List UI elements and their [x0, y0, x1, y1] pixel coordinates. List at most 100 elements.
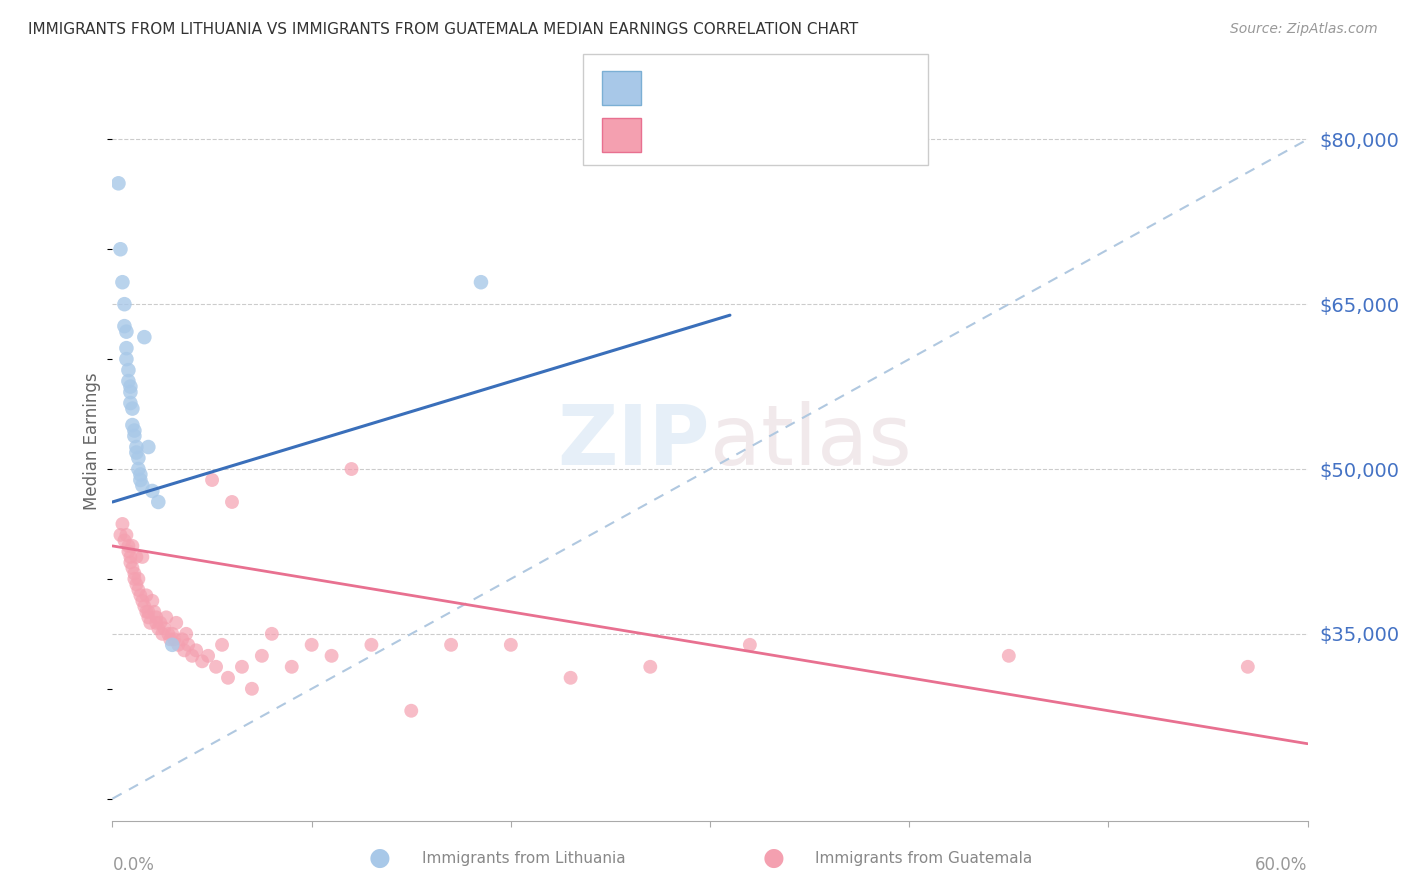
Text: 0.0%: 0.0%	[112, 856, 155, 874]
Point	[173, 643, 195, 657]
Point	[157, 627, 180, 641]
Point	[155, 610, 177, 624]
Point	[250, 648, 273, 663]
Point	[141, 483, 163, 498]
Point	[134, 599, 156, 614]
Point	[181, 648, 204, 663]
Point	[162, 627, 183, 641]
Point	[125, 445, 148, 459]
Point	[115, 325, 138, 339]
Point	[499, 638, 522, 652]
Text: IMMIGRANTS FROM LITHUANIA VS IMMIGRANTS FROM GUATEMALA MEDIAN EARNINGS CORRELATI: IMMIGRANTS FROM LITHUANIA VS IMMIGRANTS …	[28, 22, 859, 37]
Point	[638, 660, 662, 674]
Text: R =  0.182   N = 30: R = 0.182 N = 30	[652, 79, 844, 97]
Point	[149, 615, 172, 630]
Text: ZIP: ZIP	[558, 401, 710, 482]
Point	[110, 242, 132, 256]
Point	[125, 577, 148, 591]
Point	[205, 660, 228, 674]
Point	[139, 615, 162, 630]
Point	[148, 495, 170, 509]
Point	[138, 605, 160, 619]
Point	[211, 638, 233, 652]
Point	[145, 610, 167, 624]
Point	[121, 418, 143, 433]
Point	[340, 462, 363, 476]
Point	[121, 561, 143, 575]
Point	[117, 539, 139, 553]
Text: 60.0%: 60.0%	[1256, 856, 1308, 874]
Text: R = -0.477   N = 70: R = -0.477 N = 70	[652, 126, 844, 144]
Point	[143, 605, 166, 619]
Point	[281, 660, 304, 674]
Text: Immigrants from Lithuania: Immigrants from Lithuania	[422, 851, 626, 865]
Point	[117, 374, 139, 388]
Point	[201, 473, 224, 487]
Point	[153, 621, 176, 635]
Point	[135, 588, 157, 602]
Point	[167, 638, 190, 652]
Point	[115, 528, 138, 542]
Point	[260, 627, 283, 641]
Point	[145, 615, 167, 630]
Point	[470, 275, 492, 289]
Point	[221, 495, 243, 509]
Point	[165, 615, 187, 630]
Point	[1237, 660, 1260, 674]
Point	[120, 549, 142, 564]
Point	[124, 424, 146, 438]
Point	[159, 632, 181, 647]
Point	[360, 638, 382, 652]
Point	[127, 450, 149, 465]
Point	[174, 627, 197, 641]
Point	[738, 638, 761, 652]
Point	[162, 638, 183, 652]
Point	[124, 429, 146, 443]
Point	[141, 594, 163, 608]
Point	[125, 440, 148, 454]
Point	[129, 588, 152, 602]
Point	[114, 533, 135, 548]
Point	[120, 556, 142, 570]
Point	[240, 681, 263, 696]
Point	[131, 478, 153, 492]
Point	[114, 297, 135, 311]
Point	[150, 627, 173, 641]
Point	[121, 539, 143, 553]
Point	[120, 385, 142, 400]
Point	[127, 462, 149, 476]
Point	[111, 516, 134, 531]
Point	[163, 632, 186, 647]
Point	[129, 467, 152, 482]
Text: Source: ZipAtlas.com: Source: ZipAtlas.com	[1230, 22, 1378, 37]
Point	[125, 549, 148, 564]
Point	[124, 566, 146, 581]
Point	[115, 352, 138, 367]
Point	[172, 632, 194, 647]
Point	[321, 648, 343, 663]
Text: Immigrants from Guatemala: Immigrants from Guatemala	[815, 851, 1033, 865]
Point	[131, 549, 153, 564]
Point	[114, 319, 135, 334]
Point	[148, 621, 170, 635]
Point	[107, 177, 129, 191]
Point	[231, 660, 253, 674]
Text: atlas: atlas	[710, 401, 911, 482]
Point	[998, 648, 1021, 663]
Point	[191, 654, 214, 668]
Point	[117, 363, 139, 377]
Point	[110, 528, 132, 542]
Point	[117, 544, 139, 558]
Point	[197, 648, 219, 663]
Point	[115, 341, 138, 355]
Point	[131, 594, 153, 608]
Y-axis label: Median Earnings: Median Earnings	[83, 373, 101, 510]
Point	[186, 643, 208, 657]
Text: ●: ●	[762, 847, 785, 870]
Point	[138, 610, 160, 624]
Point	[301, 638, 323, 652]
Point	[217, 671, 239, 685]
Point	[135, 605, 157, 619]
Point	[127, 572, 149, 586]
Point	[401, 704, 423, 718]
